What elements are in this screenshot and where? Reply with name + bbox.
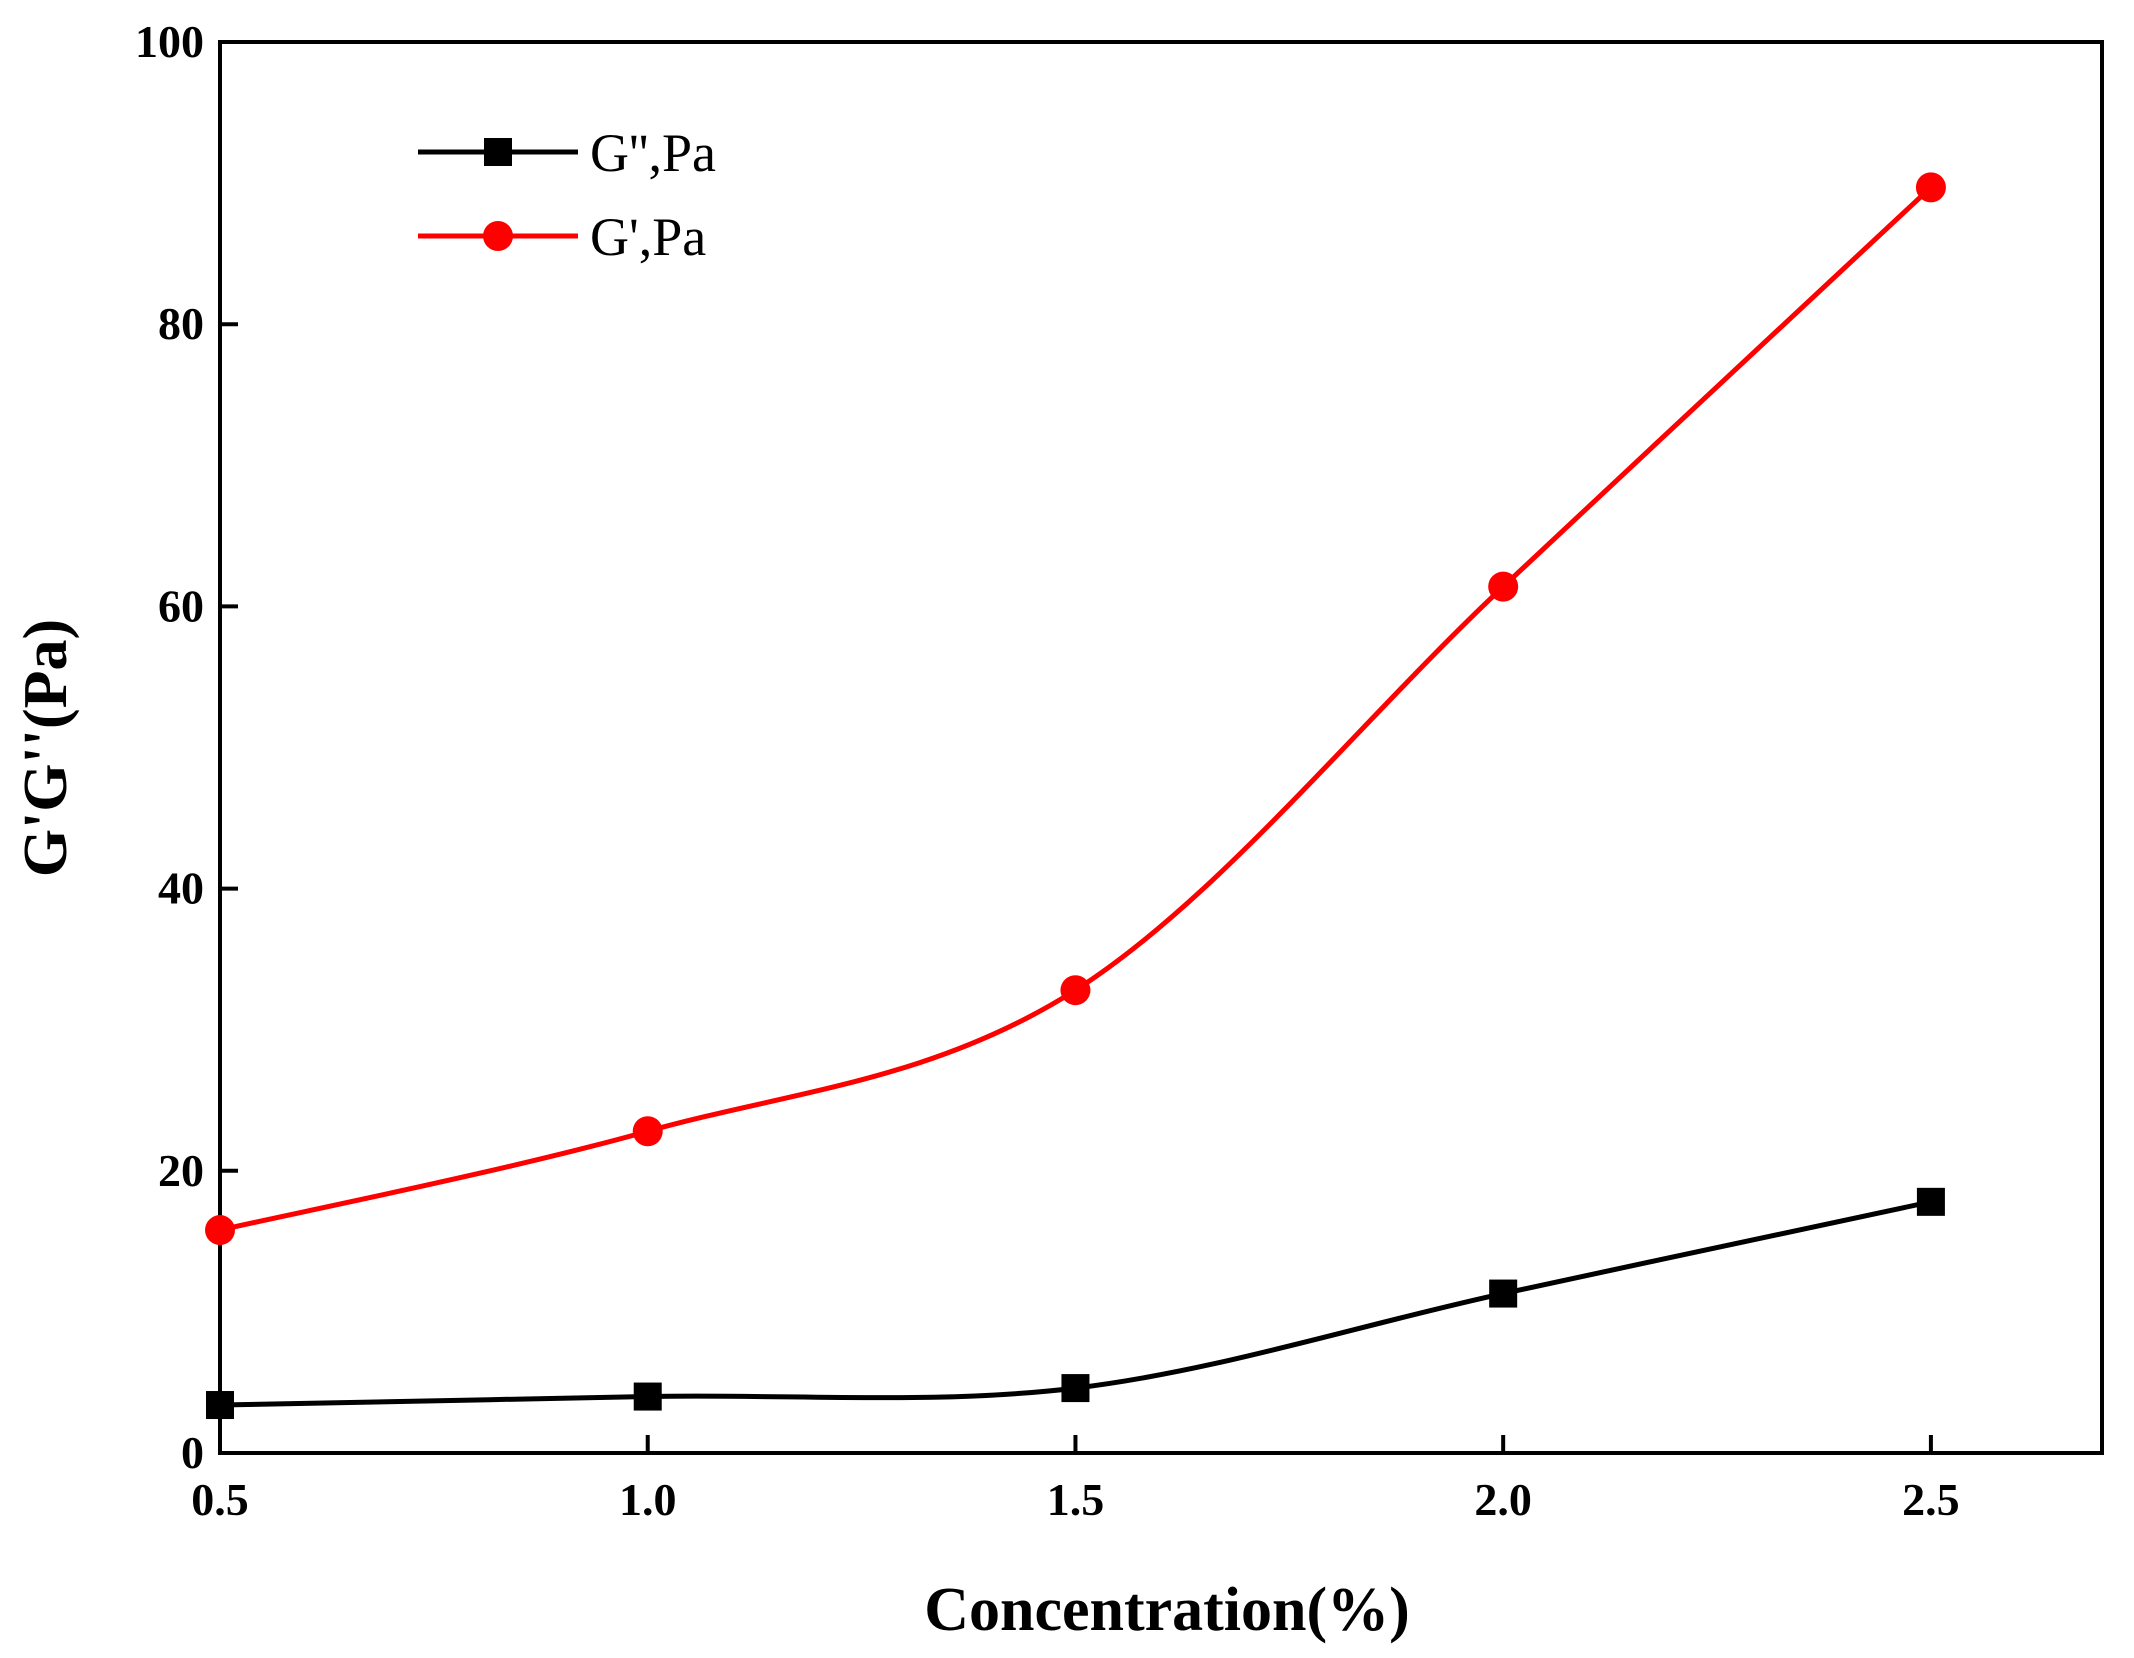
y-tick-label-5: 100: [135, 16, 204, 67]
plot-frame: [218, 40, 2104, 1455]
x-tick-label-3: 2.0: [1474, 1474, 1532, 1525]
x-axis-title: Concentration(%): [924, 1576, 1410, 1644]
series-1-point-3: [1488, 571, 1519, 602]
legend-label-0: G'',Pa: [590, 123, 716, 183]
y-tick-label-2: 40: [158, 863, 204, 914]
legend-marker-0: [484, 138, 512, 166]
x-axis: 0.5 1.0 1.5 2.0 2.5: [191, 1435, 1960, 1525]
series-1-point-1: [632, 1116, 663, 1147]
y-axis-title: G'G''(Pa): [12, 619, 80, 877]
y-axis: 0 20 40 60 80 100: [135, 16, 238, 1478]
legend-item-1: G',Pa: [418, 207, 706, 267]
series-0: [206, 1187, 1945, 1420]
y-tick-label-3: 60: [158, 580, 204, 631]
series-1-line: [219, 185, 1933, 1233]
series-1-point-0: [205, 1215, 235, 1246]
series-0-point-1: [633, 1382, 662, 1411]
series-0-point-0: [206, 1391, 234, 1420]
y-tick-label-1: 20: [158, 1145, 204, 1196]
legend-item-0: G'',Pa: [418, 123, 716, 183]
x-tick-label-0: 0.5: [191, 1474, 249, 1525]
series-1: [205, 172, 1946, 1246]
x-tick-label-4: 2.5: [1902, 1474, 1960, 1525]
series-0-point-4: [1916, 1187, 1945, 1216]
y-tick-label-0: 0: [181, 1427, 204, 1478]
series-0-point-2: [1061, 1374, 1090, 1403]
legend-label-1: G',Pa: [590, 207, 706, 267]
series-1-point-2: [1060, 975, 1091, 1006]
legend: G'',Pa G',Pa: [418, 123, 716, 267]
y-tick-label-4: 80: [158, 298, 204, 349]
series-1-point-4: [1915, 172, 1946, 203]
legend-marker-1: [483, 221, 513, 251]
x-tick-label-1: 1.0: [619, 1474, 677, 1525]
series-0-point-3: [1489, 1279, 1518, 1308]
series-layer: [205, 172, 1946, 1420]
x-tick-label-2: 1.5: [1047, 1474, 1105, 1525]
